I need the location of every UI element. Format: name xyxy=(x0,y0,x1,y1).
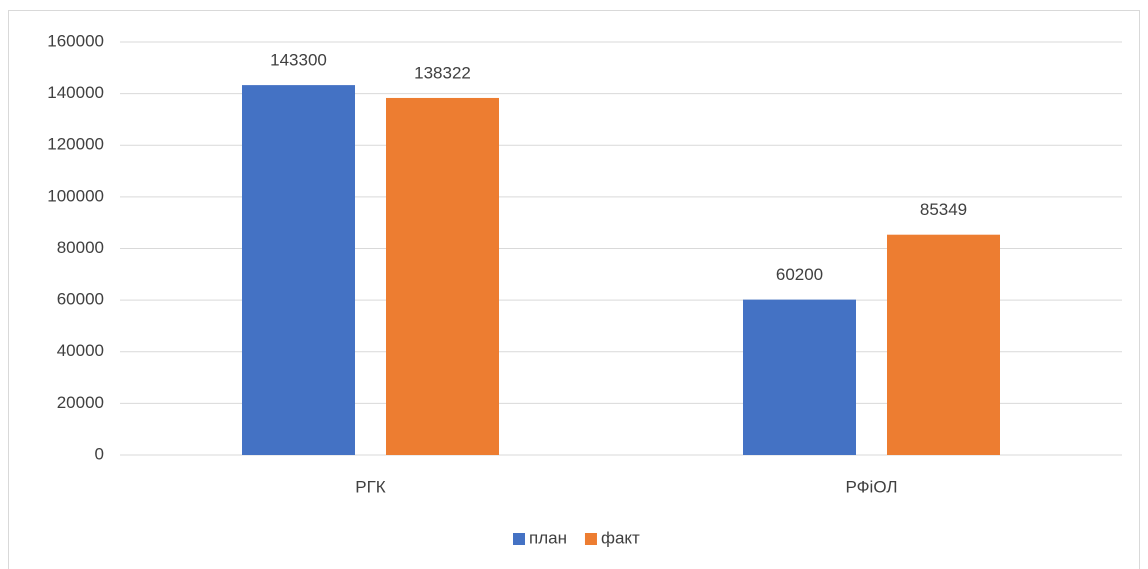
y-tick-label: 40000 xyxy=(57,341,104,360)
legend-swatch xyxy=(584,533,597,545)
bar xyxy=(887,234,1000,455)
bar xyxy=(242,85,355,455)
y-tick-label: 60000 xyxy=(57,290,104,309)
y-tick-label: 140000 xyxy=(47,83,104,102)
y-tick-label: 160000 xyxy=(47,31,104,50)
y-tick-label: 80000 xyxy=(57,238,104,257)
x-tick-label: РФіОЛ xyxy=(845,477,897,496)
data-label: 85349 xyxy=(920,200,967,219)
y-tick-label: 0 xyxy=(95,444,104,463)
x-tick-label: РГК xyxy=(355,477,386,496)
bar xyxy=(743,299,856,455)
data-label: 138322 xyxy=(414,63,471,82)
y-tick-label: 100000 xyxy=(47,186,104,205)
legend-swatch xyxy=(513,533,525,545)
data-label: 60200 xyxy=(776,265,823,284)
y-tick-label: 120000 xyxy=(47,135,104,154)
bar xyxy=(386,97,499,456)
legend-label: план xyxy=(529,528,567,547)
legend-label: факт xyxy=(601,528,640,547)
y-tick-label: 20000 xyxy=(57,393,104,412)
data-label: 143300 xyxy=(270,51,327,70)
